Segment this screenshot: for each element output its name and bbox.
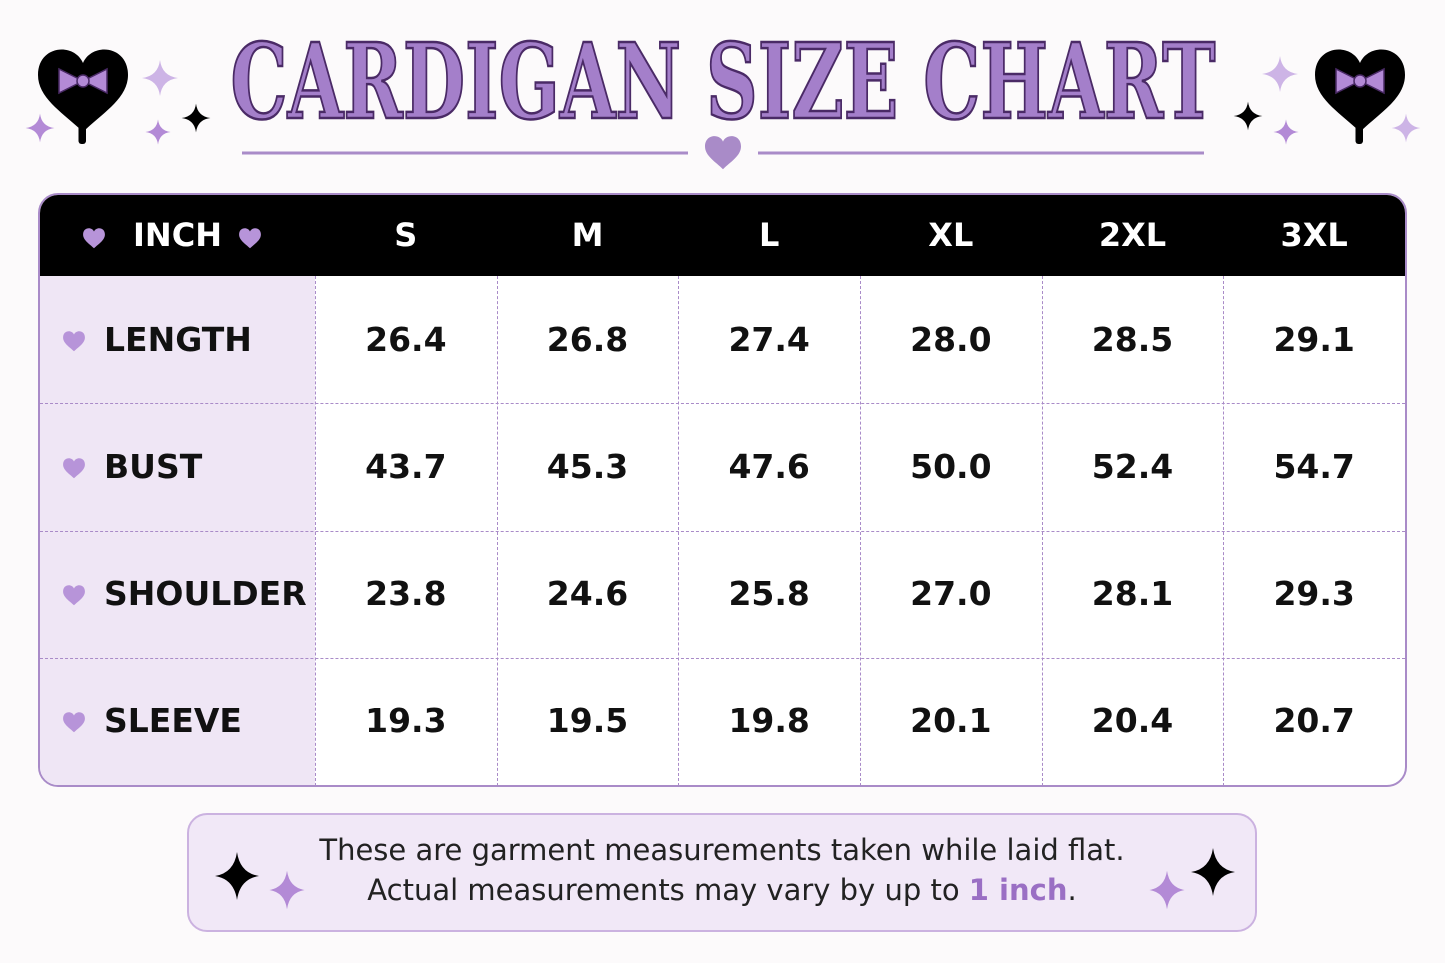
note-box: These are garment measurements taken whi… (187, 813, 1257, 932)
measurement: 19.5 (546, 701, 629, 741)
heart-icon (63, 330, 85, 351)
measurement: 25.8 (728, 574, 810, 614)
sparkle (1233, 101, 1263, 131)
measurement: 50.0 (910, 446, 992, 486)
measurement: 24.6 (546, 574, 629, 614)
bow-heart (38, 49, 128, 144)
measurement: 20.4 (1091, 701, 1174, 741)
measurement: 54.7 (1273, 446, 1355, 486)
measurement: 26.8 (546, 319, 629, 359)
row-divider (40, 403, 1405, 405)
sparkles (215, 852, 305, 910)
row-label: SLEEVE (104, 701, 242, 741)
measurement: 19.3 (365, 701, 447, 741)
row-label: BUST (104, 446, 203, 486)
size-header: S (394, 216, 418, 254)
note-highlight: 1 inch (968, 873, 1068, 907)
row-divider (40, 657, 1405, 659)
size-header: L (758, 216, 780, 254)
size-header: 3XL (1280, 216, 1348, 254)
size-header: XL (928, 216, 974, 254)
note-line: Actual measurements may vary by up to 1 … (189, 873, 1255, 907)
measurement: 19.8 (728, 701, 810, 741)
table-header: INCH S M L XL 2XL 3XL (40, 195, 1405, 276)
measurement: 20.1 (910, 701, 992, 741)
sparkles (1149, 848, 1235, 910)
heart-icon (83, 228, 105, 249)
measurement: 20.7 (1273, 701, 1355, 741)
measurement: 27.4 (728, 319, 810, 359)
size-table: INCH S M L XL 2XL 3XL LENGTH 26.4 26.8 27.4 28.0 28… (38, 193, 1407, 787)
row-label: SHOULDER (104, 574, 307, 614)
measurement: 28.0 (910, 319, 992, 359)
heart-icon (63, 585, 85, 606)
measurement: 43.7 (365, 446, 447, 486)
note-text: . (1067, 873, 1077, 907)
size-header: 2XL (1098, 216, 1167, 254)
measurement: 45.3 (546, 446, 629, 486)
row-divider (40, 530, 1405, 532)
measurement: 52.4 (1091, 446, 1174, 486)
header-corner: INCH (133, 216, 222, 254)
sparkle (25, 113, 55, 143)
bow-heart (1315, 49, 1405, 144)
sparkle (1273, 119, 1299, 145)
measurement: 23.8 (365, 574, 447, 614)
heart-icon (63, 458, 85, 479)
measurement: 29.3 (1273, 574, 1355, 614)
size-header: M (571, 216, 604, 254)
measurement: 28.1 (1091, 574, 1174, 614)
sparkle (142, 60, 178, 96)
measurement: 28.5 (1091, 319, 1174, 359)
sparkle (1262, 56, 1298, 92)
measurement: 26.4 (365, 319, 447, 359)
sparkle (181, 103, 211, 133)
title: CARDIGAN SIZE CHART (231, 20, 1216, 143)
header-art: CARDIGAN SIZE CHART (25, 19, 1421, 170)
sparkle (1391, 113, 1421, 143)
note-line: These are garment measurements taken whi… (319, 833, 1125, 867)
measurement: 47.6 (728, 446, 810, 486)
heart-icon (239, 228, 261, 249)
note-text: Actual measurements may vary by up to (367, 873, 960, 907)
measurement: 29.1 (1273, 319, 1355, 359)
row-label: LENGTH (104, 319, 252, 359)
sparkle (145, 119, 171, 145)
heart-icon (63, 712, 85, 733)
measurement: 27.0 (910, 574, 992, 614)
